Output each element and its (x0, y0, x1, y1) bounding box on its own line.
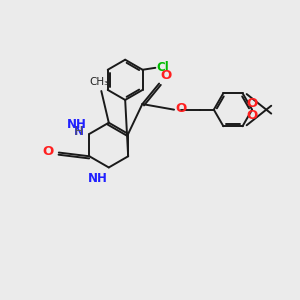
Text: O: O (43, 145, 54, 158)
Text: NH: NH (88, 172, 108, 185)
Text: CH₃: CH₃ (90, 77, 109, 87)
Text: Cl: Cl (156, 61, 169, 74)
Text: NH: NH (67, 118, 86, 131)
Text: O: O (160, 69, 171, 82)
Text: H: H (67, 125, 83, 138)
Text: O: O (247, 109, 258, 122)
Text: N: N (74, 125, 83, 138)
Text: O: O (247, 97, 258, 110)
Text: O: O (175, 102, 186, 115)
